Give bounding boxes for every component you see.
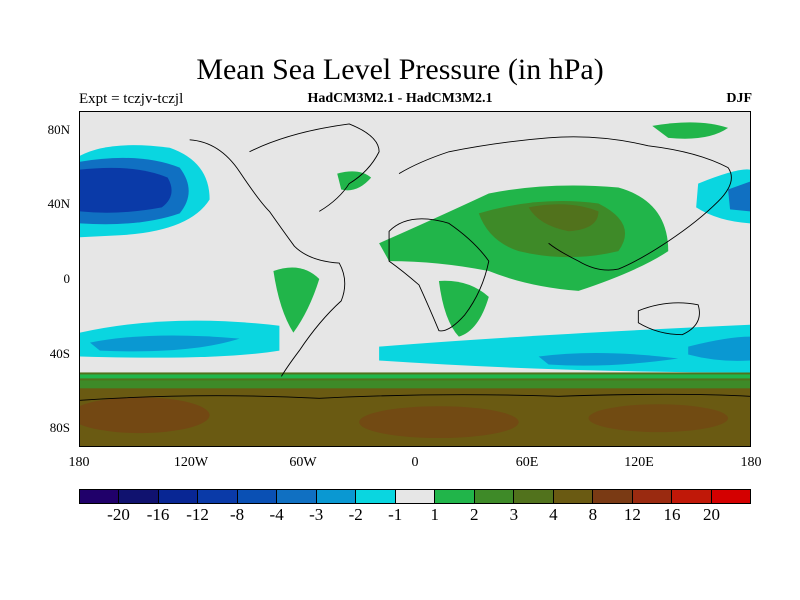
colorbar-box bbox=[237, 490, 278, 503]
colorbar-box bbox=[158, 490, 199, 503]
coastlines bbox=[80, 123, 750, 401]
colorbar-label: -8 bbox=[230, 505, 245, 524]
south-indian-low-blue bbox=[538, 353, 679, 366]
eurasia-high-olive bbox=[528, 204, 599, 232]
tasman-low-blue bbox=[688, 336, 750, 361]
south-pacific-low-blue bbox=[89, 335, 240, 352]
colorbar-label: -2 bbox=[348, 505, 363, 524]
plot-title: Mean Sea Level Pressure (in hPa) bbox=[196, 53, 604, 86]
aleutian-low-core bbox=[80, 167, 172, 213]
pressure-field-map bbox=[80, 122, 750, 446]
colorbar-box bbox=[514, 490, 554, 503]
x-tick-label: 180 bbox=[740, 455, 762, 470]
colorbar-label: -3 bbox=[309, 505, 324, 524]
southern-band-green bbox=[80, 380, 750, 389]
brown-patch-west bbox=[80, 397, 210, 434]
colorbar-box bbox=[553, 490, 594, 503]
colorbar-label: -1 bbox=[388, 505, 403, 524]
colorbar-label: -12 bbox=[186, 505, 209, 524]
colorbar-box bbox=[80, 490, 120, 503]
colorbar-label: 1 bbox=[430, 505, 440, 524]
colorbar-box bbox=[277, 490, 317, 503]
colorbar-box bbox=[198, 490, 238, 503]
x-tick-label: 60W bbox=[289, 455, 317, 470]
x-tick-label: 120E bbox=[624, 455, 654, 470]
arctic-high-green bbox=[652, 122, 729, 139]
colorbar-label: 16 bbox=[663, 505, 681, 524]
colorbar-box bbox=[672, 490, 712, 503]
colorbar-label: 3 bbox=[509, 505, 519, 524]
x-tick-label: 180 bbox=[68, 455, 90, 470]
nw-pacific-low-blue bbox=[728, 181, 750, 212]
map-panel bbox=[79, 111, 751, 447]
colorbar-label: -16 bbox=[146, 505, 170, 524]
southern-band-lightgreen bbox=[80, 374, 750, 379]
southern-africa-green bbox=[438, 280, 489, 337]
colorbar-box bbox=[593, 490, 633, 503]
experiment-label: Expt = tczjv-tczjl bbox=[79, 91, 184, 107]
colorbar-label: -20 bbox=[107, 505, 130, 524]
colorbar-box bbox=[119, 490, 159, 503]
model-comparison-label: HadCM3M2.1 - HadCM3M2.1 bbox=[307, 91, 493, 106]
y-tick-label: 0 bbox=[63, 271, 71, 286]
colorbar-box bbox=[711, 490, 750, 503]
south-america-green bbox=[273, 267, 320, 333]
y-tick-label: 80N bbox=[47, 122, 70, 137]
brown-patch-center bbox=[359, 406, 519, 439]
brown-patch-east bbox=[588, 404, 729, 433]
colorbar-label: 2 bbox=[470, 505, 479, 524]
colorbar bbox=[79, 489, 751, 504]
x-tick-label: 60E bbox=[515, 455, 539, 470]
colorbar-box bbox=[632, 490, 673, 503]
colorbar-label: 20 bbox=[702, 505, 720, 524]
colorbar-label: 4 bbox=[549, 505, 558, 524]
season-label: DJF bbox=[726, 91, 752, 106]
y-tick-label: 80S bbox=[49, 420, 70, 435]
colorbar-label: -4 bbox=[269, 505, 284, 524]
y-tick-label: 40S bbox=[49, 346, 70, 361]
colorbar-box bbox=[356, 490, 396, 503]
colorbar-box bbox=[316, 490, 357, 503]
colorbar-box bbox=[474, 490, 515, 503]
colorbar-box bbox=[435, 490, 475, 503]
colorbar-label: 8 bbox=[588, 505, 598, 524]
y-tick-label: 40N bbox=[47, 196, 70, 211]
colorbar-box bbox=[395, 490, 436, 503]
colorbar-label: 12 bbox=[623, 505, 641, 524]
x-tick-label: 120W bbox=[173, 455, 209, 470]
x-tick-label: 0 bbox=[411, 455, 419, 470]
